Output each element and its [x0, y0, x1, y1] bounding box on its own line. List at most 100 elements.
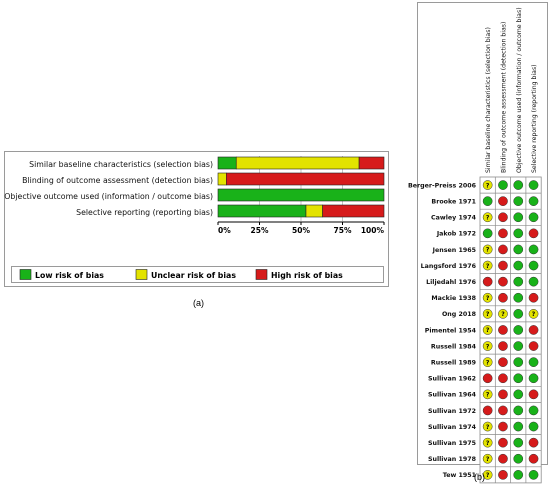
cell-low-r12-c3 — [513, 357, 524, 367]
cell-low-r2-c3 — [513, 196, 524, 206]
cell-high-r2-c2 — [498, 196, 508, 206]
cell-unclear-r10-c1 — [482, 325, 493, 335]
cell-symbol-r5-c1: ? — [486, 247, 490, 254]
caption-a: (a) — [193, 298, 204, 308]
study-label-2: Brooke 1971 — [431, 198, 476, 205]
cell-low-r9-c3 — [513, 309, 524, 319]
cell-high-r18-c4 — [528, 453, 539, 464]
study-label-7: Liljedahl 1976 — [426, 279, 476, 286]
cell-unclear-r9-c2 — [498, 309, 508, 319]
study-label-16: Sullivan 1974 — [428, 424, 477, 431]
legend-box — [11, 266, 384, 283]
cell-low-r12-c4 — [528, 357, 539, 367]
cell-unclear-r12-c1 — [482, 357, 493, 367]
cell-low-r16-c3 — [513, 421, 524, 432]
caption-b: (b) — [474, 472, 485, 482]
cell-low-r3-c3 — [513, 212, 524, 223]
category-label-3: Objective outcome used (information / ou… — [4, 192, 213, 201]
cell-unclear-r16-c1 — [482, 421, 493, 432]
cell-high-r7-c1 — [482, 276, 493, 287]
cell-high-r8-c4 — [528, 292, 539, 303]
cell-high-r11-c4 — [528, 341, 539, 351]
category-label-4: Selective reporting (reporting bias) — [76, 208, 213, 217]
cell-low-r6-c3 — [513, 260, 524, 271]
cell-high-r18-c2 — [498, 453, 508, 464]
cell-high-r15-c2 — [498, 405, 508, 416]
cell-low-r15-c4 — [528, 405, 539, 416]
cell-high-r15-c1 — [482, 405, 493, 416]
cell-symbol-r16-c1: ? — [486, 424, 490, 431]
cell-symbol-r6-c1: ? — [486, 263, 490, 270]
cell-low-r14-c3 — [513, 389, 524, 400]
study-label-12: Russell 1989 — [431, 359, 476, 366]
cell-high-r12-c2 — [498, 357, 508, 367]
study-label-5: Jensen 1965 — [432, 247, 476, 254]
cell-low-r13-c3 — [513, 373, 524, 384]
cell-low-r2-c4 — [528, 196, 539, 206]
cell-symbol-r8-c1: ? — [486, 295, 490, 302]
cell-low-r8-c3 — [513, 292, 524, 303]
legend-swatch-low — [19, 269, 32, 280]
cell-high-r6-c2 — [498, 260, 508, 271]
cell-unclear-r8-c1 — [482, 292, 493, 303]
cell-low-r1-c4 — [528, 180, 539, 190]
cell-low-r16-c4 — [528, 421, 539, 432]
cell-low-r10-c3 — [513, 325, 524, 335]
x-tick-label-0: 0% — [218, 226, 231, 235]
cell-low-r1-c2 — [498, 180, 508, 190]
cell-high-r13-c2 — [498, 373, 508, 384]
cell-low-r5-c4 — [528, 244, 539, 255]
bar-high-1 — [358, 156, 385, 170]
cell-low-r15-c3 — [513, 405, 524, 416]
cell-low-r18-c3 — [513, 453, 524, 464]
cell-unclear-r9-c1 — [482, 309, 493, 319]
cell-symbol-r14-c1: ? — [486, 392, 490, 399]
cell-symbol-r12-c1: ? — [486, 359, 490, 366]
study-label-13: Sullivan 1962 — [428, 376, 476, 383]
cell-high-r19-c2 — [498, 470, 508, 480]
cell-unclear-r3-c1 — [482, 212, 493, 223]
cell-unclear-r14-c1 — [482, 389, 493, 400]
cell-high-r17-c2 — [498, 437, 508, 448]
cell-unclear-r19-c1 — [482, 470, 493, 480]
study-label-19: Tew 1951 — [443, 472, 476, 479]
cell-unclear-r9-c4 — [528, 309, 539, 319]
legend-label-low: Low risk of bias — [35, 271, 104, 280]
cell-high-r8-c2 — [498, 292, 508, 303]
study-label-18: Sullivan 1978 — [428, 456, 476, 463]
bar-high-4 — [322, 204, 385, 218]
column-header-3: Objective outcome used (information / ou… — [516, 7, 523, 173]
study-label-11: Russell 1984 — [431, 343, 477, 350]
column-header-4: Selective reporting (reporting bias) — [531, 64, 538, 173]
cell-high-r10-c2 — [498, 325, 508, 335]
cell-low-r11-c3 — [513, 341, 524, 351]
cell-high-r14-c2 — [498, 389, 508, 400]
cell-low-r6-c4 — [528, 260, 539, 271]
study-label-15: Sullivan 1972 — [428, 408, 476, 415]
cell-symbol-r9-c2: ? — [501, 311, 505, 318]
cell-low-r4-c3 — [513, 228, 524, 239]
study-label-8: Mackie 1938 — [431, 295, 476, 302]
cell-low-r19-c3 — [513, 470, 524, 480]
cell-unclear-r5-c1 — [482, 244, 493, 255]
cell-low-r7-c4 — [528, 276, 539, 287]
category-label-1: Similar baseline characteristics (select… — [29, 160, 213, 169]
cell-high-r5-c2 — [498, 244, 508, 255]
study-label-10: Pimentel 1954 — [425, 327, 477, 334]
cell-high-r13-c1 — [482, 373, 493, 384]
cell-symbol-r10-c1: ? — [486, 327, 490, 334]
cell-symbol-r1-c1: ? — [486, 182, 490, 189]
cell-high-r3-c2 — [498, 212, 508, 223]
cell-low-r7-c3 — [513, 276, 524, 287]
cell-symbol-r9-c4: ? — [532, 311, 536, 318]
cell-symbol-r3-c1: ? — [486, 214, 490, 221]
study-label-17: Sullivan 1975 — [428, 440, 476, 447]
study-label-4: Jakob 1972 — [436, 231, 476, 238]
x-tick-label-1: 25% — [251, 226, 269, 235]
cell-high-r10-c4 — [528, 325, 539, 335]
legend-label-high: High risk of bias — [271, 271, 343, 280]
cell-symbol-r9-c1: ? — [486, 311, 490, 318]
cell-low-r3-c4 — [528, 212, 539, 223]
legend-swatch-unclear — [135, 269, 148, 280]
cell-low-r5-c3 — [513, 244, 524, 255]
